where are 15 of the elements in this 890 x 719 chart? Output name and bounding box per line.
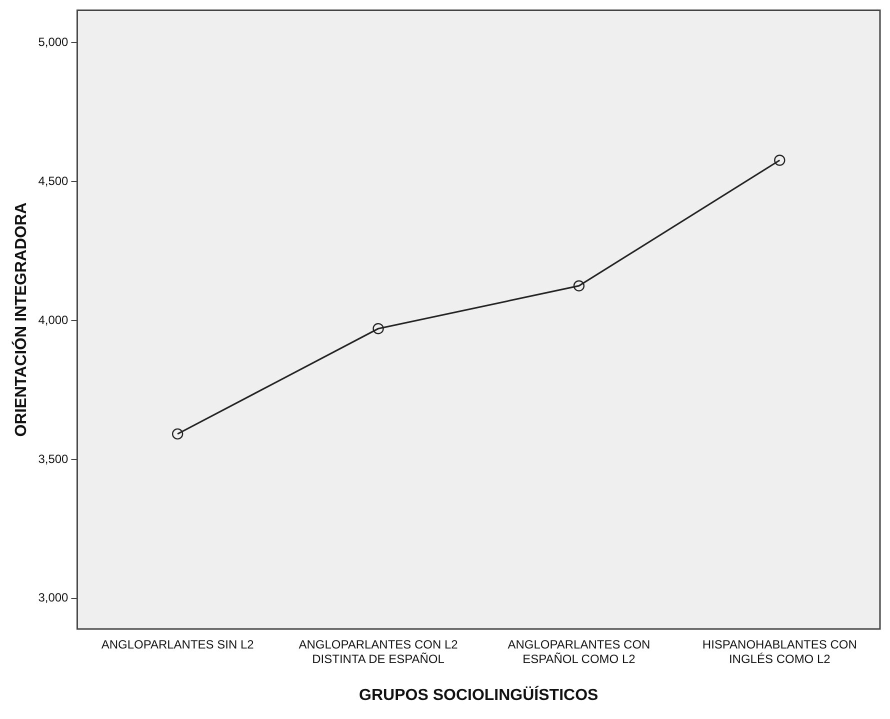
x-tick-label: ANGLOPARLANTES CON ESPAÑOL COMO L2: [508, 638, 650, 666]
y-tick-label: 4,000: [38, 312, 69, 327]
y-tick-label: 3,500: [38, 452, 69, 466]
point: [372, 323, 384, 334]
x-tick-label: ANGLOPARLANTES SIN L2: [101, 638, 254, 652]
x-axis-title: GRUPOS SOCIOLINGÜÍSTICOS: [359, 684, 599, 704]
x-tick-label: ANGLOPARLANTES CON L2 DISTINTA DE ESPAÑOL: [298, 638, 458, 666]
point: [573, 280, 585, 292]
y-axis-title: ORIENTACIÓN INTEGRADORA: [11, 202, 30, 437]
x-tick-label: HISPANOHABLANTES CON INGLÉS COMO L2: [702, 638, 857, 666]
y-tick-label: 5,000: [38, 35, 69, 50]
y-tick-label: 3,000: [38, 590, 69, 605]
point: [172, 428, 184, 440]
y-tick-label: 4,500: [38, 174, 69, 188]
point: [774, 154, 786, 166]
